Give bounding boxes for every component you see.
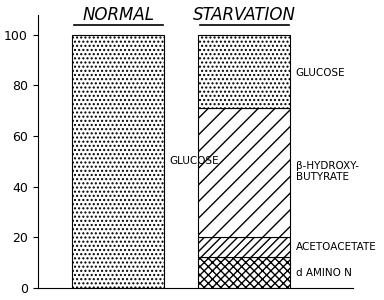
- Text: ACETOACETATE: ACETOACETATE: [296, 242, 377, 252]
- Text: NORMAL: NORMAL: [82, 5, 154, 23]
- Text: GLUCOSE: GLUCOSE: [296, 68, 346, 78]
- Bar: [199, 257, 290, 288]
- Text: GLUCOSE: GLUCOSE: [170, 156, 219, 167]
- Bar: [72, 35, 164, 288]
- Bar: [199, 237, 290, 257]
- Text: d AMINO N: d AMINO N: [296, 268, 352, 278]
- Text: STARVATION: STARVATION: [193, 5, 296, 23]
- Text: β-HYDROXY-
BUTYRATE: β-HYDROXY- BUTYRATE: [296, 161, 359, 182]
- Bar: [199, 35, 290, 108]
- Bar: [199, 108, 290, 237]
